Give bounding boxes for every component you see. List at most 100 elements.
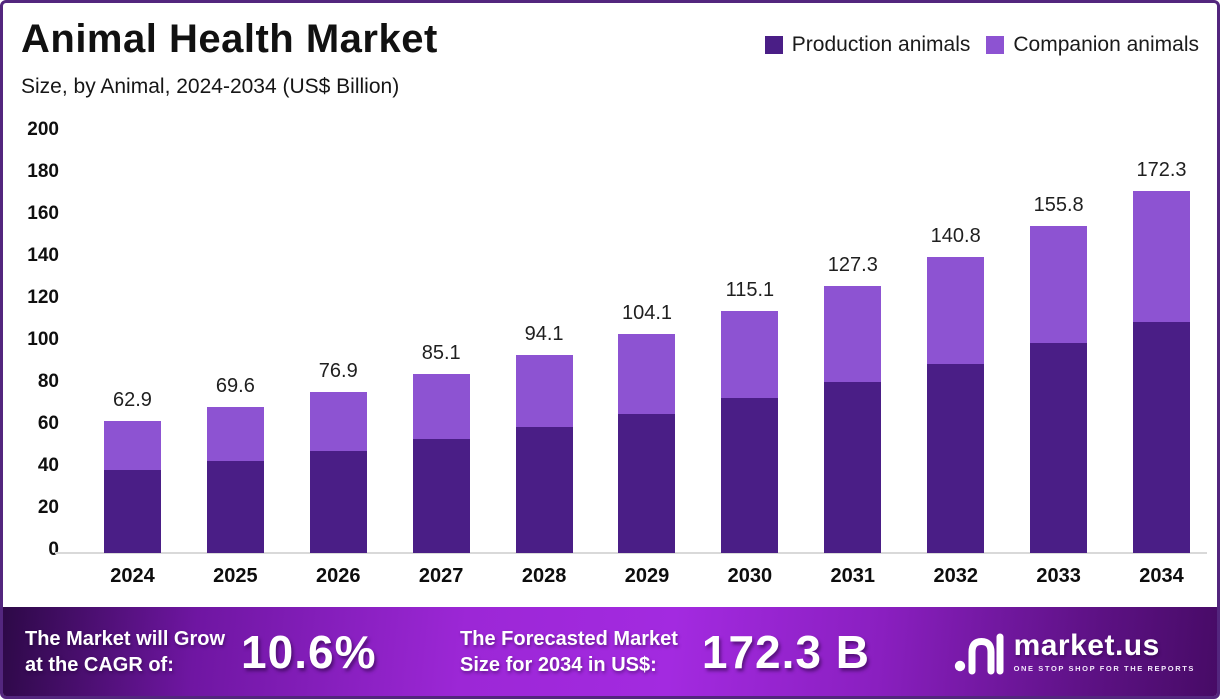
- total-label-2024: 62.9: [112, 388, 152, 411]
- total-label-2031: 127.3: [827, 253, 878, 276]
- cagr-label-line1: The Market will Grow: [25, 627, 226, 650]
- bar-stack-2026: [309, 391, 367, 553]
- bar-segment-companion-animals-2034: [1133, 191, 1191, 322]
- y-tick-140: 140: [27, 245, 59, 266]
- bar-segment-production-animals-2031: [824, 382, 882, 553]
- marketus-logo-icon: [954, 633, 1004, 674]
- bar-segment-companion-animals-2026: [309, 391, 367, 451]
- legend-item-companion: Companion animals: [986, 33, 1199, 57]
- total-label-2028: 94.1: [524, 323, 564, 346]
- y-tick-40: 40: [37, 455, 59, 476]
- bar-segment-companion-animals-2029: [618, 334, 676, 414]
- y-tick-120: 120: [27, 287, 59, 308]
- production-swatch-icon: [764, 36, 783, 54]
- bar-segment-production-animals-2026: [309, 450, 367, 553]
- x-tick-2031: 2031: [830, 565, 876, 587]
- chart-legend: Production animals Companion animals: [764, 33, 1199, 57]
- bar-segment-production-animals-2032: [927, 364, 985, 553]
- bar-segment-companion-animals-2024: [103, 420, 161, 471]
- total-label-2027: 85.1: [421, 342, 461, 365]
- total-label-2034: 172.3: [1136, 159, 1187, 182]
- bars-area: 62.9 2024 69.6 2025 76.9 2026 85.1 2027 94.1 2028…: [81, 133, 1213, 587]
- bar-segment-production-animals-2033: [1030, 343, 1088, 553]
- cagr-label-line2: at the CAGR of:: [25, 653, 174, 676]
- bar-segment-production-animals-2029: [618, 413, 676, 553]
- y-tick-100: 100: [27, 329, 59, 350]
- total-label-2033: 155.8: [1033, 193, 1084, 216]
- stacked-bar-chart: 0 20 40 60 80 100 120 140 160 180 200 62.9 2024 69.6…: [3, 119, 1217, 587]
- bar-group-2030: 115.1 2030: [698, 133, 801, 587]
- bar-group-2029: 104.1 2029: [596, 133, 699, 587]
- x-tick-2027: 2027: [418, 565, 464, 587]
- bar-segment-companion-animals-2030: [721, 311, 779, 399]
- x-tick-2024: 2024: [110, 565, 155, 587]
- legend-item-production: Production animals: [764, 33, 971, 57]
- bar-stack-2028: [515, 355, 573, 553]
- cagr-label: The Market will Grow at the CAGR of:: [25, 626, 225, 678]
- forecast-value: 172.3 B: [701, 625, 871, 678]
- x-tick-2029: 2029: [624, 565, 670, 587]
- y-tick-20: 20: [37, 497, 59, 518]
- bar-segment-production-animals-2028: [515, 427, 573, 553]
- x-tick-2033: 2033: [1036, 565, 1081, 587]
- total-label-2025: 69.6: [215, 374, 255, 397]
- x-tick-2032: 2032: [933, 565, 978, 587]
- bar-segment-production-animals-2034: [1133, 322, 1191, 553]
- bar-group-2031: 127.3 2031: [801, 133, 904, 587]
- bar-segment-companion-animals-2025: [206, 406, 264, 461]
- page-title: Animal Health Market: [21, 17, 438, 61]
- companion-swatch-icon: [986, 36, 1005, 54]
- bar-stack-2029: [618, 334, 676, 553]
- bar-segment-companion-animals-2027: [412, 374, 470, 440]
- bar-stack-2027: [412, 374, 470, 553]
- bar-stack-2025: [206, 406, 264, 553]
- forecast-label: The Forecasted Market Size for 2034 in U…: [460, 626, 678, 678]
- x-tick-2034: 2034: [1139, 565, 1184, 587]
- x-tick-2025: 2025: [213, 565, 258, 587]
- bar-segment-companion-animals-2032: [927, 257, 985, 364]
- bar-segment-production-animals-2027: [412, 439, 470, 553]
- x-axis-line: [55, 552, 1207, 554]
- bar-stack-2030: [721, 311, 779, 553]
- x-tick-2026: 2026: [316, 565, 361, 587]
- bar-group-2028: 94.1 2028: [493, 133, 596, 587]
- bar-group-2027: 85.1 2027: [390, 133, 493, 587]
- brand-tagline: ONE STOP SHOP FOR THE REPORTS: [1013, 663, 1195, 673]
- bar-stack-2034: [1133, 191, 1191, 553]
- bar-stack-2033: [1030, 225, 1088, 553]
- bottom-banner: The Market will Grow at the CAGR of: 10.…: [3, 607, 1217, 696]
- page-subtitle: Size, by Animal, 2024-2034 (US$ Billion): [21, 75, 400, 98]
- legend-label-companion: Companion animals: [1013, 33, 1199, 56]
- bar-stack-2031: [824, 285, 882, 553]
- y-tick-80: 80: [37, 371, 59, 392]
- bar-segment-production-animals-2030: [721, 398, 779, 553]
- total-label-2029: 104.1: [621, 302, 673, 325]
- legend-label-production: Production animals: [791, 33, 971, 56]
- bar-segment-production-animals-2025: [206, 460, 264, 553]
- bar-stack-2032: [927, 257, 985, 553]
- total-label-2030: 115.1: [725, 279, 775, 302]
- bar-group-2034: 172.3 2034: [1110, 133, 1213, 587]
- bar-segment-companion-animals-2028: [515, 355, 573, 427]
- bar-group-2024: 62.9 2024: [81, 133, 184, 587]
- bar-group-2032: 140.8 2032: [904, 133, 1007, 587]
- bar-group-2026: 76.9 2026: [287, 133, 390, 587]
- bar-segment-production-animals-2024: [103, 470, 161, 553]
- total-label-2026: 76.9: [318, 359, 358, 382]
- y-tick-180: 180: [27, 161, 59, 182]
- y-tick-60: 60: [37, 413, 59, 434]
- forecast-label-line1: The Forecasted Market: [460, 627, 678, 650]
- bar-group-2025: 69.6 2025: [184, 133, 287, 587]
- brand-name: market.us: [1013, 628, 1160, 662]
- cagr-value: 10.6%: [241, 625, 377, 678]
- x-tick-2028: 2028: [521, 565, 567, 587]
- y-tick-0: 0: [48, 539, 59, 560]
- bar-group-2033: 155.8 2033: [1007, 133, 1110, 587]
- forecast-label-line2: Size for 2034 in US$:: [460, 653, 657, 676]
- bar-segment-companion-animals-2031: [824, 285, 882, 383]
- total-label-2032: 140.8: [930, 225, 981, 248]
- bar-segment-companion-animals-2033: [1030, 225, 1088, 343]
- brand-text: market.us ONE STOP SHOP FOR THE REPORTS: [1013, 628, 1195, 673]
- brand-block: market.us ONE STOP SHOP FOR THE REPORTS: [954, 629, 1199, 675]
